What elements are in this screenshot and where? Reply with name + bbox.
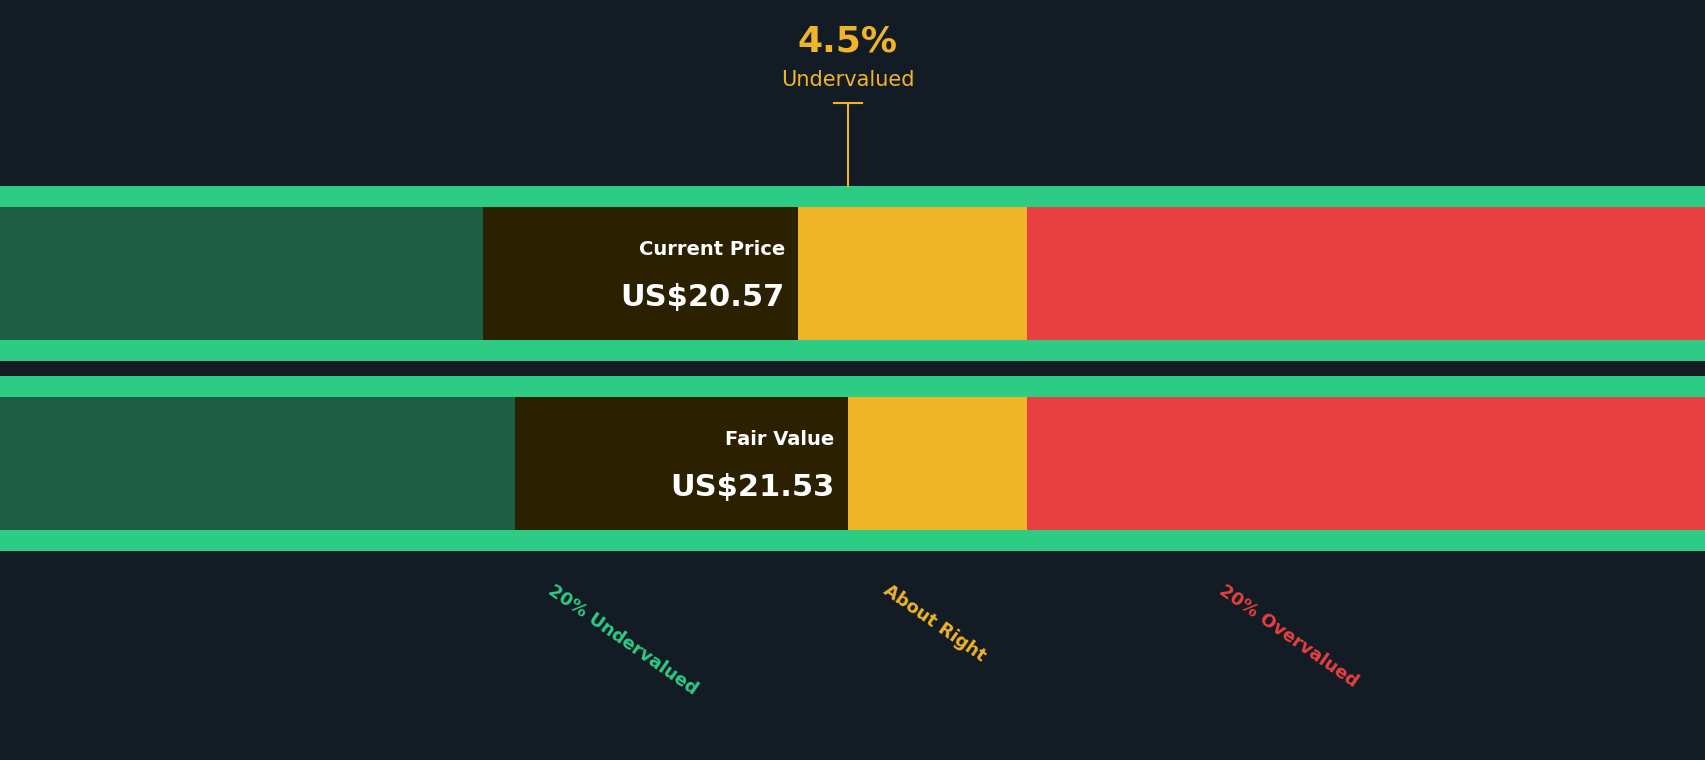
Bar [1026,207,1705,340]
Text: About Right: About Right [880,581,989,665]
Bar [1026,397,1705,530]
Bar [798,397,1026,530]
Bar [0,530,798,551]
Bar [483,207,798,340]
Bar [0,340,798,361]
Bar [0,397,798,530]
Bar [0,376,798,397]
Bar [798,186,1026,207]
Bar [0,207,798,340]
Bar [798,376,1026,397]
Text: US$20.57: US$20.57 [621,283,784,312]
Text: Fair Value: Fair Value [725,430,834,449]
Text: US$21.53: US$21.53 [670,473,834,502]
Bar [1026,340,1705,361]
Bar [1026,376,1705,397]
Text: 20% Overvalued: 20% Overvalued [1214,581,1361,691]
Text: 20% Undervalued: 20% Undervalued [544,581,701,698]
Bar [798,530,1026,551]
Bar [0,186,798,207]
Text: 4.5%: 4.5% [798,25,897,59]
Bar [798,340,1026,361]
Text: Undervalued: Undervalued [781,70,914,90]
Text: Current Price: Current Price [638,240,784,259]
Bar [1026,186,1705,207]
Bar [798,207,1026,340]
Bar [1026,530,1705,551]
Bar [515,397,847,530]
